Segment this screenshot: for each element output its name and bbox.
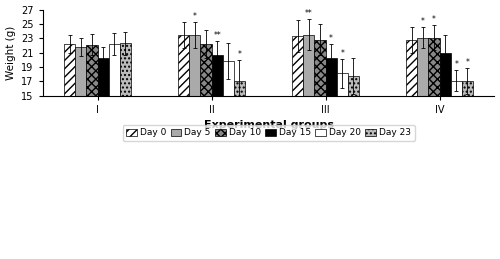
Bar [462, 81, 473, 96]
Text: **: ** [305, 9, 312, 18]
Bar [86, 45, 98, 96]
Text: **: ** [213, 31, 221, 40]
Bar [314, 40, 326, 96]
Text: *: * [193, 12, 196, 21]
Bar [348, 76, 359, 96]
Text: *: * [329, 34, 333, 43]
Bar [75, 47, 86, 96]
Bar [336, 73, 348, 96]
Text: *: * [466, 57, 469, 67]
Text: *: * [454, 60, 458, 69]
Bar [98, 58, 108, 96]
Bar [200, 44, 211, 96]
Bar [292, 36, 304, 96]
Bar [120, 43, 131, 96]
Bar [406, 40, 417, 96]
Bar [418, 38, 428, 96]
Text: *: * [340, 49, 344, 58]
Text: *: * [421, 17, 425, 26]
Bar [450, 81, 462, 96]
Bar [108, 44, 120, 96]
Bar [304, 35, 314, 96]
Bar [178, 35, 189, 96]
Bar [428, 38, 440, 96]
X-axis label: Experimental groups: Experimental groups [204, 120, 334, 130]
Text: *: * [432, 15, 436, 24]
Bar [64, 44, 75, 96]
Bar [212, 55, 222, 96]
Bar [440, 53, 450, 96]
Bar [326, 58, 336, 96]
Text: *: * [238, 50, 242, 59]
Legend: Day 0, Day 5, Day 10, Day 15, Day 20, Day 23: Day 0, Day 5, Day 10, Day 15, Day 20, Da… [122, 125, 414, 141]
Bar [189, 35, 200, 96]
Bar [234, 81, 245, 96]
Bar [222, 61, 234, 96]
Y-axis label: Weight (g): Weight (g) [6, 25, 16, 80]
